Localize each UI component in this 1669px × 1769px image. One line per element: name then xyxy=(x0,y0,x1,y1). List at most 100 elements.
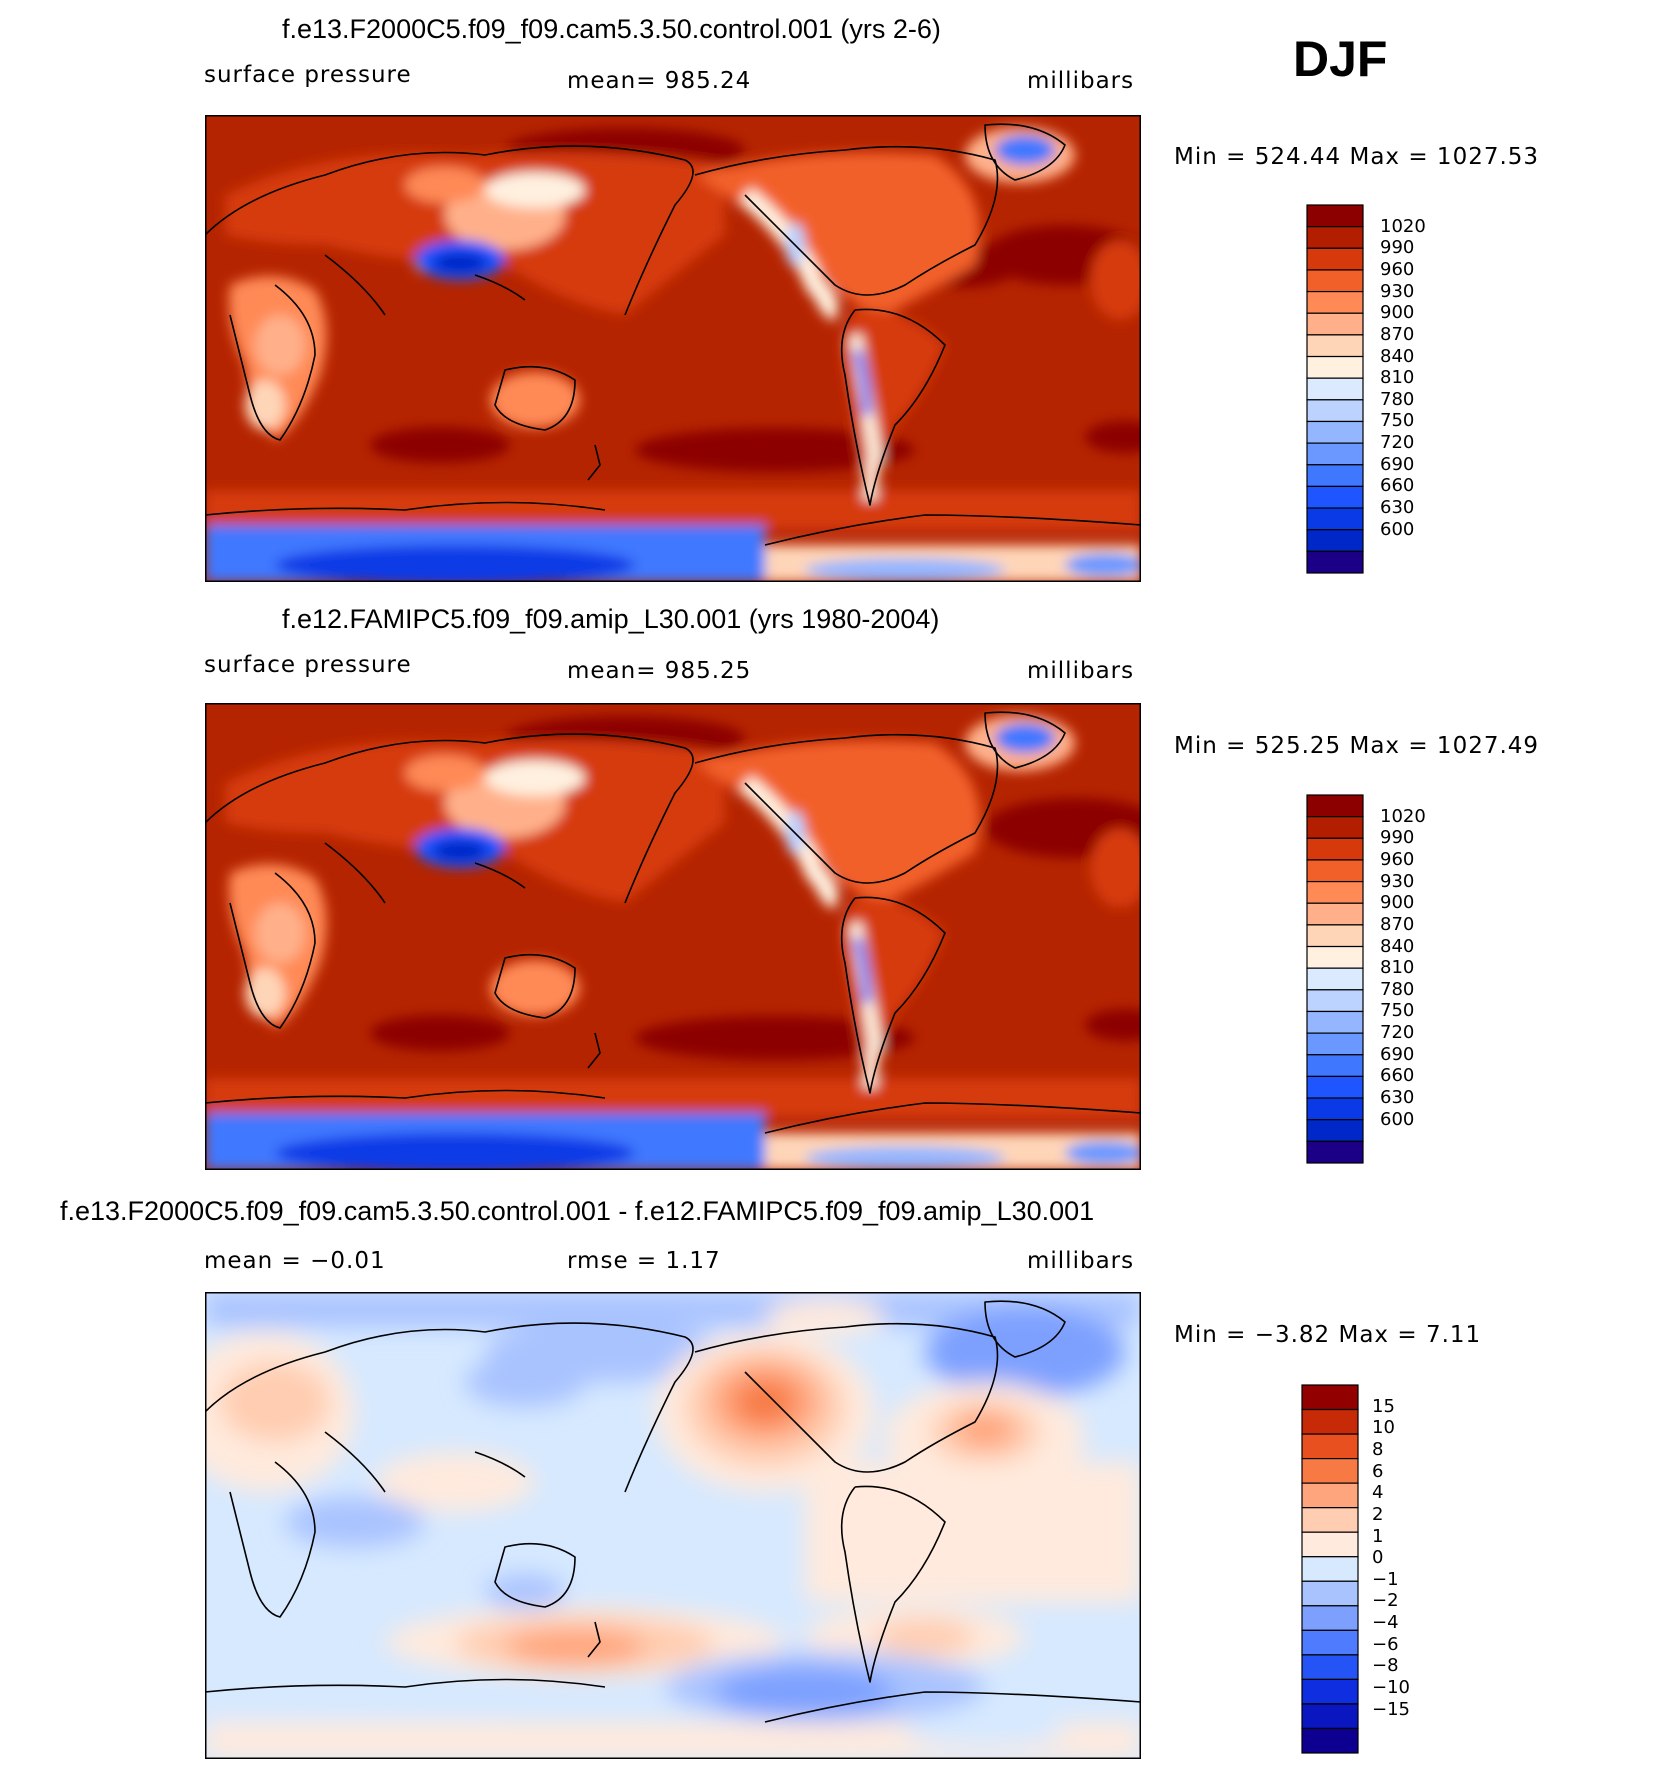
colorbar-label: 690 xyxy=(1380,453,1415,475)
panel-3-map xyxy=(205,1292,1141,1759)
colorbar-label: 6 xyxy=(1372,1460,1384,1482)
panel-1-colorbar xyxy=(1306,204,1364,574)
colorbar-box xyxy=(1301,1507,1359,1533)
colorbar-label: −10 xyxy=(1372,1677,1410,1699)
colorbar-box xyxy=(1306,1032,1364,1056)
colorbar-label: 660 xyxy=(1380,1065,1415,1087)
colorbar-box xyxy=(1306,550,1364,574)
panel-2-units-label: millibars xyxy=(1027,658,1135,684)
colorbar-label: −1 xyxy=(1372,1568,1399,1590)
colorbar-label: 960 xyxy=(1380,258,1415,280)
colorbar-box xyxy=(1301,1457,1359,1484)
colorbar-box xyxy=(1306,902,1364,926)
colorbar-box xyxy=(1306,442,1364,466)
colorbar-box xyxy=(1306,880,1364,904)
panel-3-rmse-label: rmse = 1.17 xyxy=(567,1248,721,1274)
colorbar-label: −15 xyxy=(1372,1698,1410,1720)
colorbar-box xyxy=(1306,247,1364,271)
colorbar-label: 690 xyxy=(1380,1043,1415,1065)
colorbar-box xyxy=(1306,945,1364,969)
panel-3-coastlines xyxy=(205,1300,1141,1723)
panel-2-minmax-label: Min = 525.25 Max = 1027.49 xyxy=(1174,733,1540,759)
panel-3-mean-label: mean = −0.01 xyxy=(204,1248,386,1274)
colorbar-box xyxy=(1306,334,1364,358)
panel-2-map xyxy=(205,703,1141,1170)
colorbar-box xyxy=(1306,226,1364,249)
colorbar-box xyxy=(1301,1482,1359,1509)
colorbar-label: 870 xyxy=(1380,913,1415,935)
season-label: DJF xyxy=(1293,31,1388,87)
colorbar-box xyxy=(1301,1678,1359,1705)
panel-2-colorbar xyxy=(1306,794,1364,1164)
colorbar-label: 840 xyxy=(1380,345,1415,367)
colorbar-box xyxy=(1306,1119,1364,1142)
panel-3-title: f.e13.F2000C5.f09_f09.cam5.3.50.control.… xyxy=(60,1196,1095,1226)
panel-1-coastlines xyxy=(205,123,1141,546)
colorbar-box xyxy=(1306,1010,1364,1034)
colorbar-label: 930 xyxy=(1380,280,1415,302)
colorbar-box xyxy=(1306,290,1364,314)
colorbar-label: 930 xyxy=(1380,870,1415,892)
colorbar-label: 0 xyxy=(1372,1547,1384,1569)
panel-2-variable-label: surface pressure xyxy=(204,652,412,678)
panel-3-colorbar xyxy=(1301,1384,1359,1754)
colorbar-box xyxy=(1301,1384,1359,1411)
panel-3-units-label: millibars xyxy=(1027,1248,1135,1274)
colorbar-box xyxy=(1306,1140,1364,1164)
colorbar-box xyxy=(1301,1531,1359,1558)
colorbar-label: 15 xyxy=(1372,1395,1395,1417)
colorbar-box xyxy=(1301,1605,1359,1631)
colorbar-box xyxy=(1301,1703,1359,1730)
colorbar-label: 2 xyxy=(1372,1503,1384,1525)
colorbar-label: 810 xyxy=(1380,957,1415,979)
colorbar-label: 810 xyxy=(1380,367,1415,389)
panel-1-variable-label: surface pressure xyxy=(204,62,412,88)
colorbar-box xyxy=(1306,816,1364,839)
colorbar-label: 1020 xyxy=(1380,215,1426,237)
colorbar-box xyxy=(1306,967,1364,991)
panel-2-coastlines xyxy=(205,711,1141,1134)
panel-1-colorbar-labels: 1020 990 960 930 900 870 840 810 780 750 720 690 660… xyxy=(1380,203,1460,573)
colorbar-label: 4 xyxy=(1372,1482,1384,1504)
colorbar-label: 900 xyxy=(1380,302,1415,324)
colorbar-label: 630 xyxy=(1380,497,1415,519)
panel-2-title: f.e12.FAMIPC5.f09_f09.amip_L30.001 (yrs … xyxy=(282,604,940,634)
colorbar-box xyxy=(1306,269,1364,293)
colorbar-label: 660 xyxy=(1380,475,1415,497)
colorbar-label: 720 xyxy=(1380,1022,1415,1044)
colorbar-label: 1 xyxy=(1372,1525,1384,1547)
colorbar-box xyxy=(1306,485,1364,509)
colorbar-label: 600 xyxy=(1380,1108,1415,1130)
colorbar-box xyxy=(1306,1097,1364,1121)
colorbar-box xyxy=(1301,1654,1359,1681)
colorbar-label: −8 xyxy=(1372,1655,1399,1677)
colorbar-label: 8 xyxy=(1372,1438,1384,1460)
colorbar-box xyxy=(1306,204,1364,228)
colorbar-box xyxy=(1306,507,1364,531)
colorbar-box xyxy=(1306,924,1364,948)
colorbar-box xyxy=(1306,794,1364,818)
panel-1-minmax-label: Min = 524.44 Max = 1027.53 xyxy=(1174,144,1540,170)
panel-3-field-features xyxy=(205,1292,1141,1759)
panel-1-mean-label: mean= 985.24 xyxy=(567,68,752,94)
colorbar-label: 900 xyxy=(1380,892,1415,914)
colorbar-label: 870 xyxy=(1380,323,1415,345)
colorbar-box xyxy=(1306,399,1364,423)
colorbar-label: −2 xyxy=(1372,1590,1399,1612)
colorbar-label: 10 xyxy=(1372,1417,1395,1439)
colorbar-box xyxy=(1306,312,1364,336)
colorbar-box xyxy=(1301,1629,1359,1656)
colorbar-box xyxy=(1306,1054,1364,1078)
colorbar-box xyxy=(1306,355,1364,379)
panel-2-colorbar-labels: 1020 990 960 930 900 870 840 810 780 750 720 690 660… xyxy=(1380,793,1460,1163)
colorbar-box xyxy=(1306,989,1364,1013)
colorbar-box xyxy=(1301,1408,1359,1435)
colorbar-label: 960 xyxy=(1380,848,1415,870)
colorbar-box xyxy=(1306,420,1364,444)
colorbar-box xyxy=(1306,1075,1364,1099)
panel-2-mean-label: mean= 985.25 xyxy=(567,658,752,684)
colorbar-box xyxy=(1306,529,1364,552)
colorbar-label: 990 xyxy=(1380,827,1415,849)
colorbar-label: −6 xyxy=(1372,1633,1399,1655)
colorbar-box xyxy=(1301,1580,1359,1607)
